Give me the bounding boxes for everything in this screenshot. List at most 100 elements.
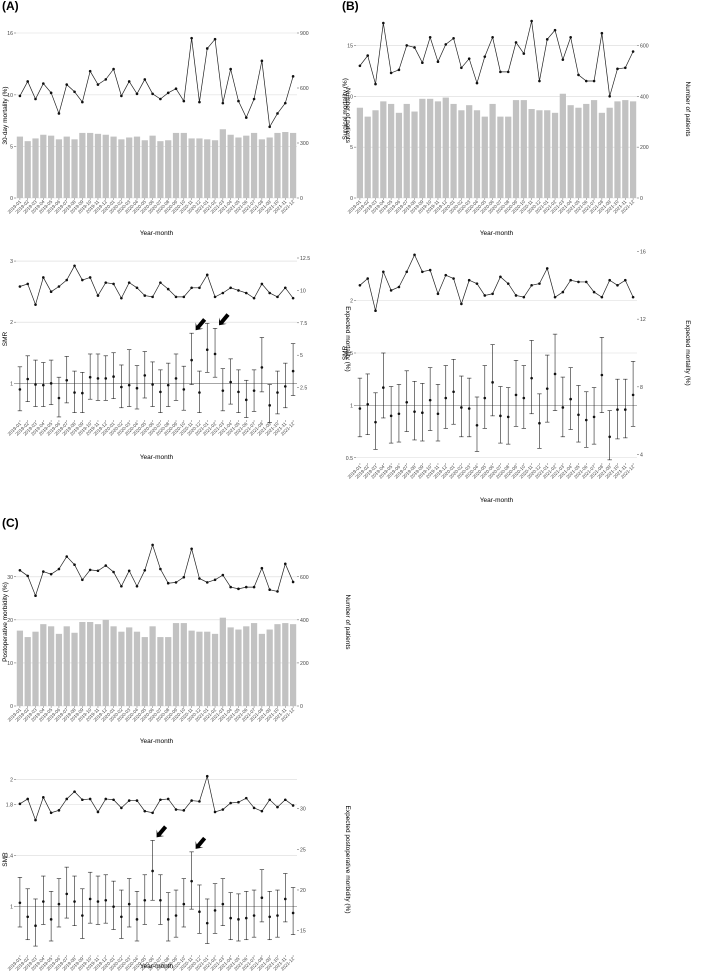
- line-point: [499, 275, 502, 279]
- line-point: [65, 83, 69, 86]
- line-point: [577, 280, 580, 284]
- line-point: [374, 309, 377, 312]
- smr-point: [96, 377, 100, 380]
- smr-point: [42, 900, 45, 903]
- line-point: [584, 280, 588, 284]
- smr-point: [252, 389, 256, 392]
- line-point: [366, 277, 370, 280]
- line-point: [358, 64, 362, 68]
- line-point: [182, 99, 186, 103]
- smr-point: [499, 414, 502, 418]
- smr-point: [631, 393, 635, 397]
- smr-point: [135, 386, 139, 390]
- line-point: [49, 290, 53, 293]
- line-point: [205, 774, 209, 778]
- smr-point: [374, 420, 377, 424]
- line-point: [553, 295, 557, 299]
- bar: [141, 140, 148, 198]
- smr-point: [389, 414, 393, 418]
- smr-point: [413, 410, 416, 413]
- smr-point: [73, 900, 76, 903]
- bar: [157, 637, 164, 706]
- annotation-arrow: [156, 825, 168, 838]
- line-point: [428, 268, 432, 272]
- line-point: [205, 273, 209, 277]
- line-point: [600, 31, 604, 35]
- bar: [505, 116, 512, 198]
- line-point: [182, 809, 186, 812]
- y-tick-label: 3: [10, 259, 13, 265]
- bar: [204, 139, 211, 198]
- line-point: [73, 790, 76, 793]
- bar: [219, 617, 226, 706]
- line-point: [57, 567, 61, 571]
- line-point: [205, 47, 209, 50]
- smr-point: [221, 902, 225, 906]
- line-point: [428, 35, 432, 39]
- y2-axis-title: Number of patients: [344, 595, 351, 651]
- y2-axis-title: Expected mortality (%): [684, 320, 691, 385]
- smr-point: [229, 916, 232, 920]
- line-point: [73, 264, 76, 268]
- bar: [188, 630, 195, 706]
- smr-point: [182, 388, 186, 391]
- line-point: [358, 284, 362, 287]
- line-point: [244, 796, 248, 800]
- smr-point: [190, 358, 193, 362]
- bar: [94, 133, 102, 198]
- smr-point: [143, 898, 147, 902]
- y2-tick-label: 900: [300, 31, 309, 37]
- line-point: [616, 67, 619, 71]
- line-point: [34, 303, 37, 306]
- annotation-arrow: [195, 836, 207, 849]
- line-point: [413, 253, 416, 257]
- y-tick-label: 2: [350, 299, 353, 305]
- y2-axis-title: Expected mortality (%): [344, 306, 351, 371]
- y-tick-label: 0: [10, 196, 13, 202]
- bar: [118, 139, 125, 198]
- line-point: [252, 97, 256, 101]
- line-point: [151, 295, 154, 299]
- bar: [133, 631, 141, 706]
- chart-b-bottom: 0.511.524812162019-012019-022019-032019-…: [342, 249, 691, 504]
- line-point: [436, 60, 440, 64]
- y2-tick-label: 400: [640, 94, 649, 100]
- bar: [110, 136, 117, 198]
- smr-point: [358, 407, 362, 410]
- line-point: [237, 289, 240, 292]
- line-point: [276, 805, 279, 809]
- series-line: [19, 774, 294, 822]
- smr-point: [382, 386, 385, 389]
- line-point: [460, 302, 463, 306]
- line-point: [42, 796, 45, 799]
- line-point: [65, 555, 69, 558]
- smr-point: [151, 383, 154, 386]
- smr-point: [561, 406, 565, 409]
- smr-point: [291, 369, 295, 373]
- bar: [211, 633, 219, 706]
- line-point: [174, 808, 178, 811]
- line-point: [198, 100, 201, 104]
- line-point: [143, 78, 147, 81]
- line-point: [159, 281, 162, 284]
- line-point: [127, 799, 131, 802]
- y-tick-label: 16: [7, 31, 13, 37]
- bar: [258, 633, 265, 706]
- bar: [395, 112, 403, 198]
- smr-point: [436, 412, 440, 416]
- bar: [497, 116, 504, 198]
- x-axis-title: Year-month: [480, 497, 514, 504]
- smr-point: [81, 391, 84, 395]
- line-point: [229, 585, 232, 589]
- line-point: [81, 278, 84, 282]
- bar: [403, 103, 410, 198]
- line-point: [413, 46, 416, 49]
- bar: [157, 141, 164, 198]
- smr-point: [514, 393, 518, 397]
- y-tick-label: 15: [347, 43, 353, 49]
- bar: [567, 105, 574, 198]
- smr-point: [57, 396, 61, 400]
- line-point: [260, 59, 264, 63]
- smr-point: [159, 898, 162, 902]
